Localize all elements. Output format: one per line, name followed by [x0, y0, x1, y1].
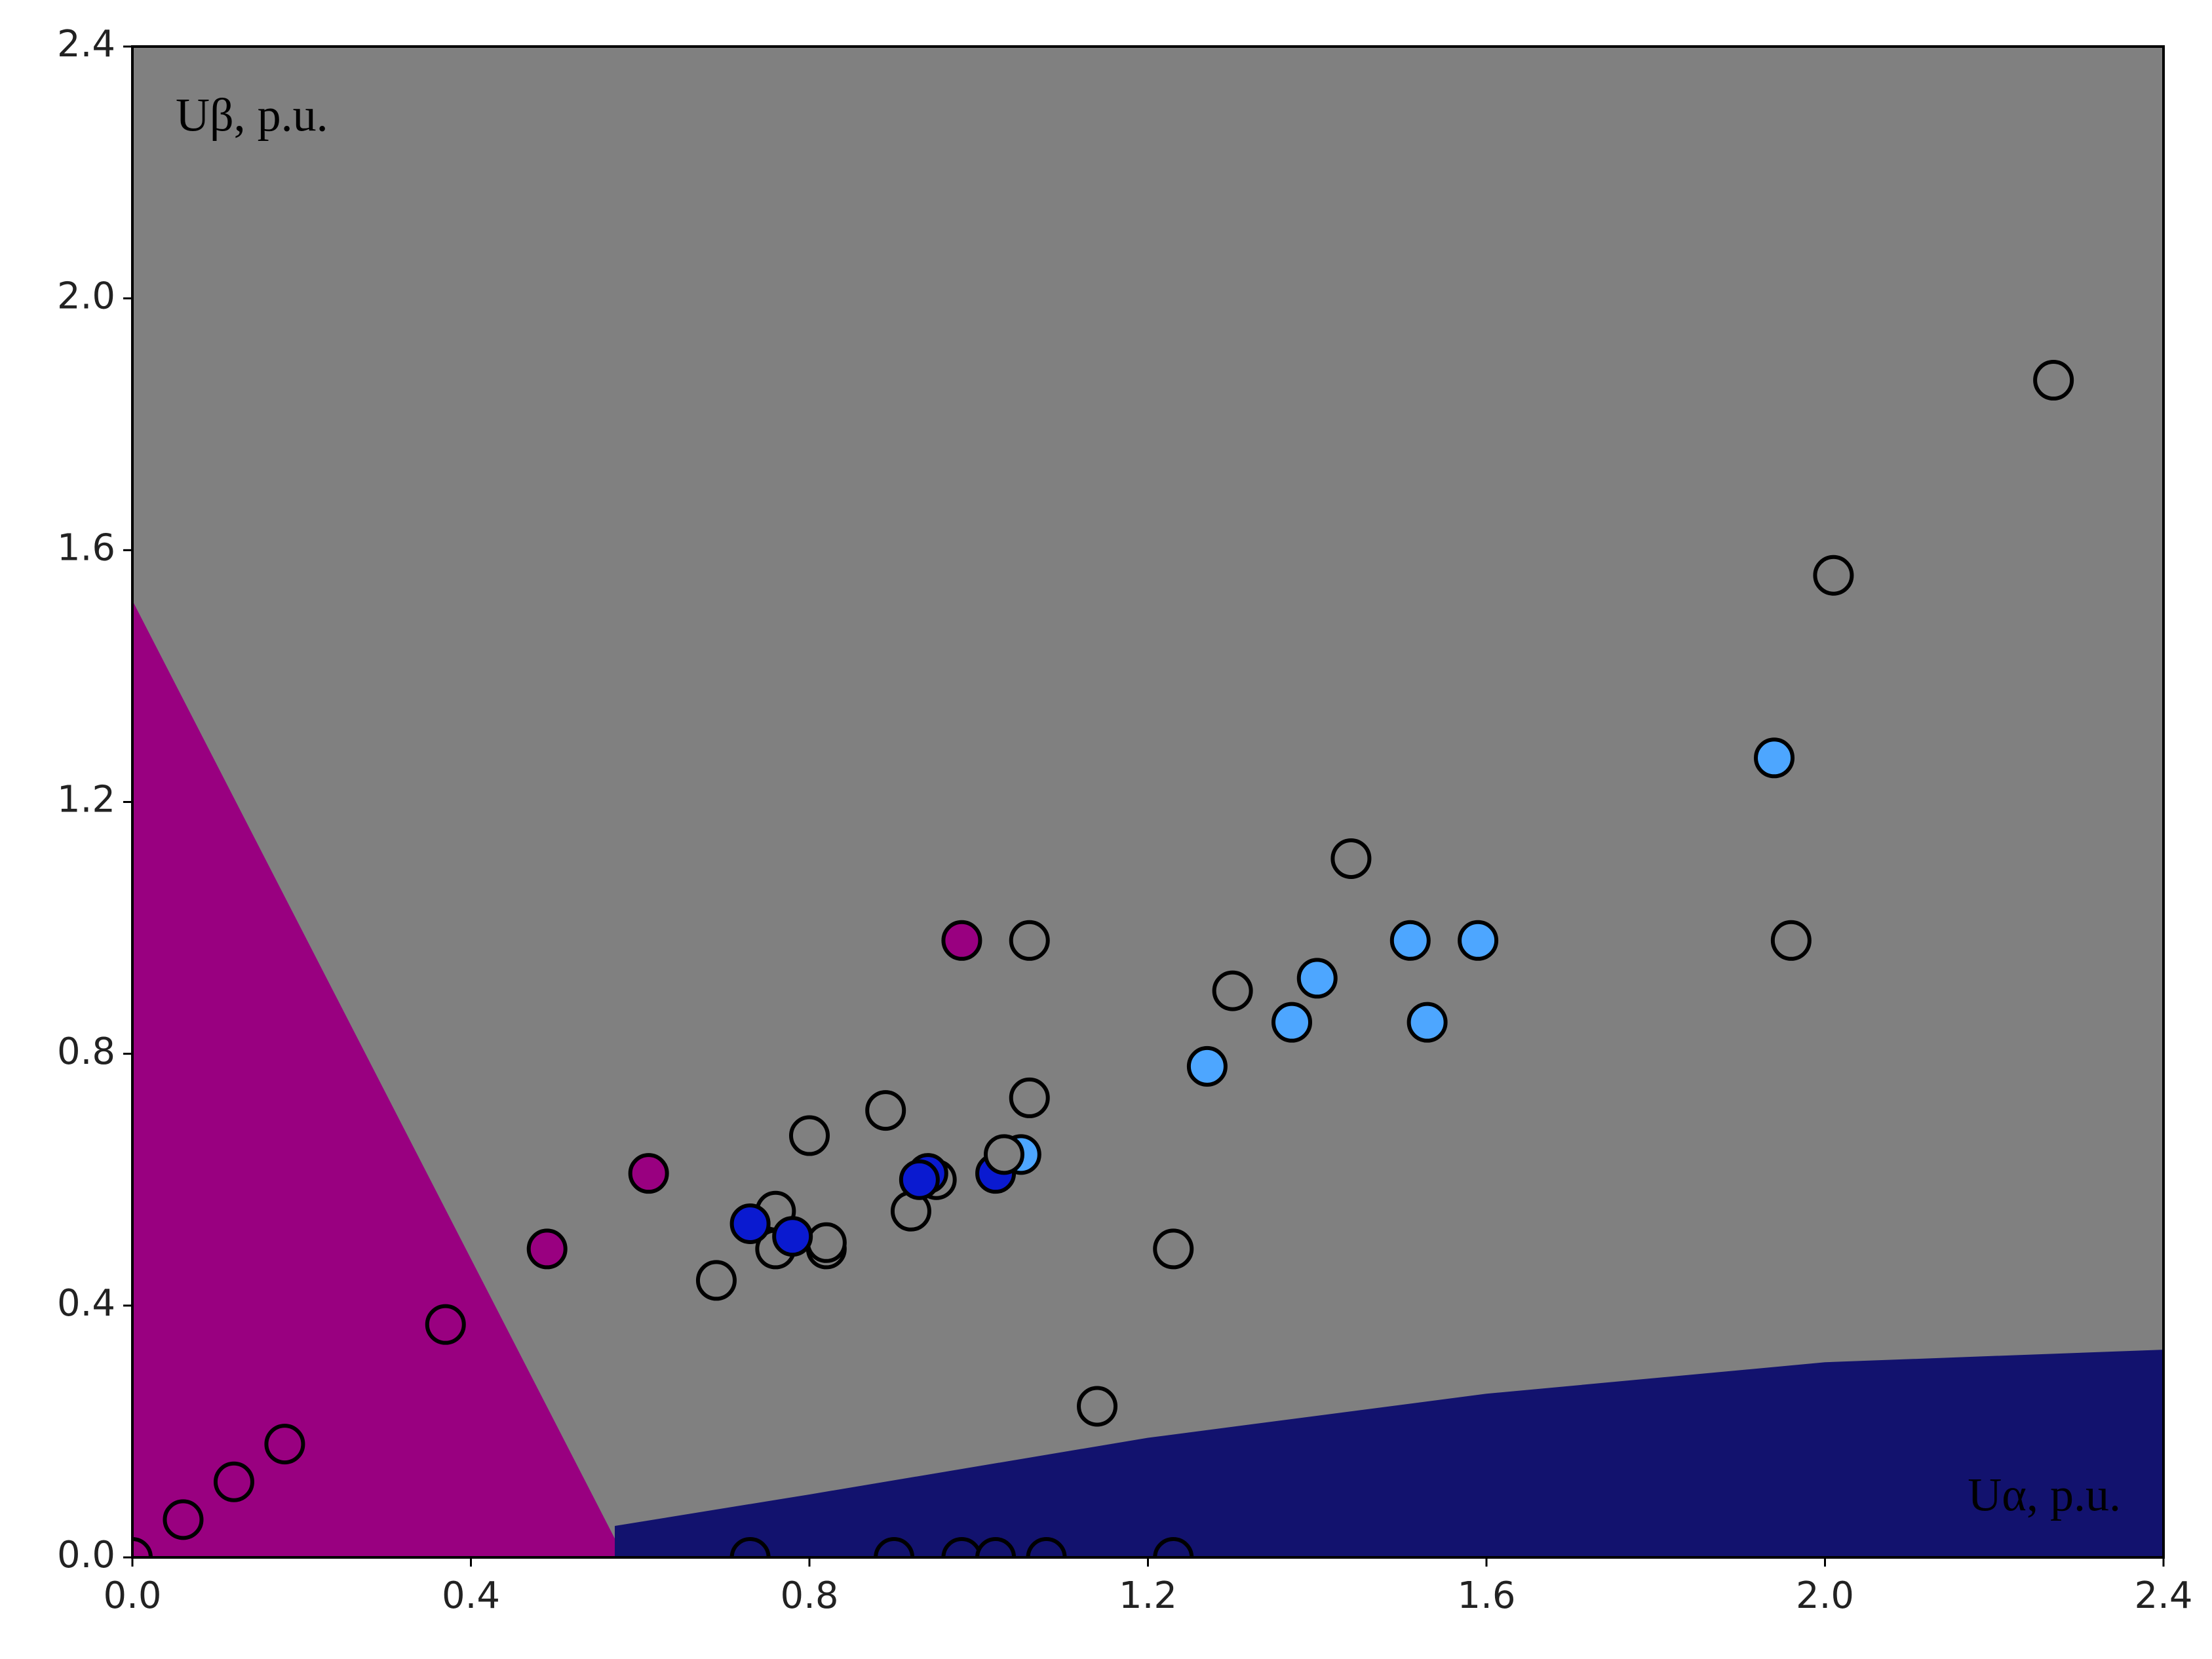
- data-point: [1026, 1537, 1067, 1557]
- data-point: [1458, 920, 1499, 961]
- data-point: [1770, 920, 1812, 961]
- data-point: [1153, 1537, 1194, 1557]
- x-tick-label: 2.4: [2134, 1574, 2192, 1617]
- data-point: [865, 1090, 906, 1131]
- y-tick-label: 0.8: [57, 1030, 115, 1073]
- data-point: [941, 1537, 982, 1557]
- x-tick-label: 0.4: [442, 1574, 500, 1617]
- data-point: [2033, 360, 2074, 401]
- data-point: [729, 1203, 771, 1244]
- data-point: [1296, 958, 1338, 999]
- overlay: 0.0 0.4 0.8 1.2 1.6 2.0 2.4 0.0 0.4 0.8 1.2 1.6 2.0 2…: [57, 23, 2193, 1617]
- y-tick-label: 1.6: [57, 526, 115, 569]
- y-tick-label: 0.4: [57, 1282, 115, 1325]
- x-tick-label: 1.2: [1119, 1574, 1177, 1617]
- x-tick-label: 0.0: [103, 1574, 161, 1617]
- data-point: [695, 1260, 737, 1301]
- data-point: [729, 1537, 771, 1557]
- data-point: [163, 1499, 204, 1540]
- data-point: [975, 1537, 1017, 1557]
- data-point: [1212, 970, 1253, 1011]
- data-point: [874, 1537, 915, 1557]
- data-point: [213, 1461, 254, 1502]
- data-point: [1153, 1228, 1194, 1270]
- decision-region: [615, 1350, 2163, 1557]
- x-tick-label: 1.6: [1457, 1574, 1515, 1617]
- y-axis-annotation: Uβ, p.u.: [176, 89, 328, 142]
- data-point: [1271, 1002, 1313, 1043]
- data-point: [941, 920, 982, 961]
- data-point: [772, 1216, 813, 1257]
- y-tick-label: 2.0: [57, 275, 115, 317]
- y-tick-label: 1.2: [57, 779, 115, 821]
- y-tick-label: 0.0: [57, 1534, 115, 1576]
- plot-area: [132, 47, 2163, 1557]
- x-tick-label: 2.0: [1796, 1574, 1854, 1617]
- data-point: [899, 1159, 940, 1200]
- data-point: [1330, 838, 1372, 879]
- data-point: [425, 1304, 466, 1345]
- x-tick-label: 0.8: [780, 1574, 838, 1617]
- data-point: [1813, 555, 1854, 596]
- data-point: [1407, 1002, 1448, 1043]
- x-axis-annotation: Uα, p.u.: [1968, 1469, 2121, 1521]
- data-point: [264, 1424, 305, 1465]
- data-point: [1077, 1386, 1118, 1427]
- data-point: [805, 1222, 847, 1263]
- data-point: [1389, 920, 1431, 961]
- data-point: [628, 1153, 669, 1194]
- data-point: [983, 1134, 1024, 1175]
- y-tick-label: 2.4: [57, 23, 115, 66]
- data-point: [526, 1228, 568, 1270]
- data-point: [1009, 920, 1050, 961]
- data-point: [1009, 1077, 1050, 1118]
- data-point: [1186, 1045, 1228, 1087]
- decision-region: [132, 600, 615, 1557]
- data-point: [132, 1537, 153, 1557]
- data-point: [789, 1115, 830, 1156]
- data-point: [1754, 737, 1795, 779]
